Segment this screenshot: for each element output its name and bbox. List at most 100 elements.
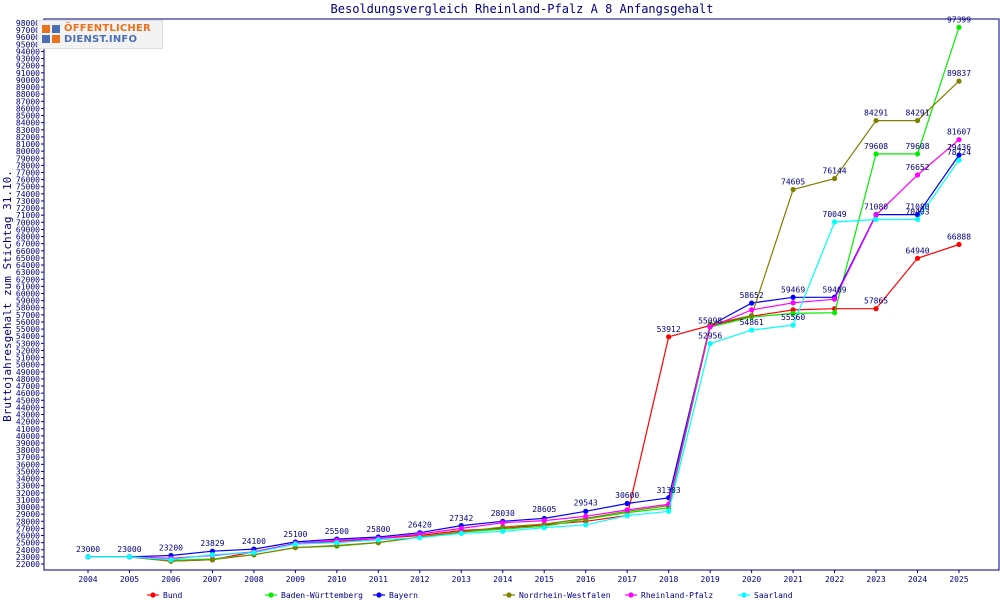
data-point bbox=[831, 296, 838, 302]
y-tick-label: 61000 bbox=[16, 282, 40, 291]
y-tick-label: 59000 bbox=[16, 297, 40, 306]
y-tick-label: 57000 bbox=[16, 311, 40, 320]
x-tick-label: 2013 bbox=[452, 575, 471, 584]
data-label: 79608 bbox=[864, 142, 888, 151]
data-label: 30600 bbox=[615, 491, 639, 500]
data-point bbox=[624, 512, 630, 519]
data-point bbox=[914, 172, 921, 178]
data-point bbox=[666, 508, 672, 514]
legend-label: Nordrhein-Westfalen bbox=[519, 591, 611, 600]
data-point bbox=[956, 78, 962, 84]
x-tick-label: 2021 bbox=[783, 575, 802, 584]
data-point bbox=[790, 294, 796, 300]
legend-item: Baden-Württemberg bbox=[265, 591, 363, 600]
data-point bbox=[790, 300, 796, 306]
y-tick-label: 45000 bbox=[16, 396, 40, 405]
y-tick-label: 23000 bbox=[16, 553, 40, 562]
data-label: 23829 bbox=[200, 539, 224, 548]
y-tick-label: 71000 bbox=[16, 211, 40, 220]
legend-swatch-marker bbox=[150, 592, 156, 598]
plot-frame bbox=[43, 18, 1000, 571]
data-label: 23000 bbox=[117, 545, 141, 554]
x-tick-label: 2018 bbox=[659, 575, 678, 584]
x-tick-label: 2016 bbox=[576, 575, 595, 584]
y-tick-label: 77000 bbox=[16, 168, 40, 177]
legend-swatch-marker bbox=[628, 592, 634, 598]
data-label: 71080 bbox=[905, 203, 929, 212]
data-label: 28030 bbox=[491, 509, 515, 518]
y-tick-label: 29000 bbox=[16, 510, 40, 519]
data-label: 28605 bbox=[532, 505, 556, 514]
y-tick-label: 86000 bbox=[16, 104, 40, 113]
series-5 bbox=[85, 157, 962, 563]
data-label: 57865 bbox=[864, 297, 888, 306]
data-label: 89837 bbox=[947, 69, 971, 78]
y-tick-label: 66000 bbox=[16, 247, 40, 256]
x-tick-label: 2014 bbox=[493, 575, 512, 584]
y-axis-label: Bruttojahresgehalt zum Stichtag 31.10. bbox=[1, 170, 14, 422]
y-tick-label: 28000 bbox=[16, 517, 40, 526]
chart-title: Besoldungsvergleich Rheinland-Pfalz A 8 … bbox=[331, 2, 714, 16]
data-label: 70049 bbox=[823, 210, 847, 219]
data-label: 70403 bbox=[905, 207, 929, 216]
y-tick-label: 92000 bbox=[16, 62, 40, 71]
data-label: 78724 bbox=[947, 148, 971, 157]
data-label: 79436 bbox=[947, 143, 971, 152]
x-tick-label: 2020 bbox=[742, 575, 761, 584]
data-label: 58652 bbox=[740, 291, 764, 300]
data-label: 25800 bbox=[366, 525, 390, 534]
series-layer bbox=[85, 24, 962, 564]
legend-label: Baden-Württemberg bbox=[281, 591, 363, 600]
x-axis-ticks: 2004 2005 2006 2007 2008 2009 2010 2011 2012 2013… bbox=[78, 570, 969, 584]
y-tick-label: 54000 bbox=[16, 332, 40, 341]
data-label: 23200 bbox=[159, 543, 183, 552]
y-tick-label: 73000 bbox=[16, 197, 40, 206]
data-point bbox=[914, 216, 921, 223]
x-tick-label: 2005 bbox=[120, 575, 139, 584]
series-line bbox=[88, 80, 960, 562]
y-tick-label: 40000 bbox=[16, 432, 40, 441]
y-tick-label: 67000 bbox=[16, 240, 40, 249]
y-tick-label: 88000 bbox=[16, 90, 40, 99]
series-line bbox=[88, 159, 960, 561]
data-label: 54861 bbox=[740, 318, 764, 327]
legend-swatch-marker bbox=[376, 592, 382, 598]
x-tick-label: 2012 bbox=[410, 575, 429, 584]
x-tick-label: 2008 bbox=[244, 575, 263, 584]
data-point bbox=[500, 520, 506, 526]
data-label: 24100 bbox=[242, 537, 266, 546]
series-3 bbox=[85, 78, 962, 564]
legend-label: Rheinland-Pfalz bbox=[641, 591, 713, 600]
x-tick-label: 2007 bbox=[203, 575, 222, 584]
y-tick-label: 78000 bbox=[16, 161, 40, 170]
x-tick-label: 2006 bbox=[161, 575, 180, 584]
y-tick-label: 84000 bbox=[16, 119, 40, 128]
data-point bbox=[624, 507, 630, 513]
data-label: 84291 bbox=[864, 109, 888, 118]
series-line bbox=[88, 154, 960, 558]
y-tick-label: 36000 bbox=[16, 460, 40, 469]
site-logo: ÖFFENTLICHER DIENST.INFO bbox=[37, 20, 163, 49]
y-tick-label: 65000 bbox=[16, 254, 40, 263]
data-label: 55098 bbox=[698, 316, 722, 325]
data-point bbox=[292, 545, 298, 551]
y-tick-label: 42000 bbox=[16, 418, 40, 427]
data-point bbox=[168, 557, 174, 563]
data-label: 59469 bbox=[823, 285, 847, 294]
y-tick-label: 52000 bbox=[16, 346, 40, 355]
data-point bbox=[873, 216, 879, 223]
legend: Bund Baden-Württemberg Bayern Nordrhein-Wes… bbox=[147, 591, 793, 600]
x-tick-label: 2023 bbox=[866, 575, 885, 584]
x-tick-label: 2022 bbox=[825, 575, 844, 584]
y-tick-label: 60000 bbox=[16, 290, 40, 299]
y-tick-label: 39000 bbox=[16, 439, 40, 448]
data-point bbox=[831, 310, 838, 316]
y-tick-label: 93000 bbox=[16, 55, 40, 64]
data-point bbox=[126, 554, 133, 560]
y-tick-label: 68000 bbox=[16, 233, 40, 242]
y-tick-label: 43000 bbox=[16, 411, 40, 420]
data-point bbox=[417, 531, 423, 537]
y-tick-label: 55000 bbox=[16, 325, 40, 334]
legend-swatch-marker bbox=[506, 592, 512, 598]
data-label: 59469 bbox=[781, 285, 805, 294]
